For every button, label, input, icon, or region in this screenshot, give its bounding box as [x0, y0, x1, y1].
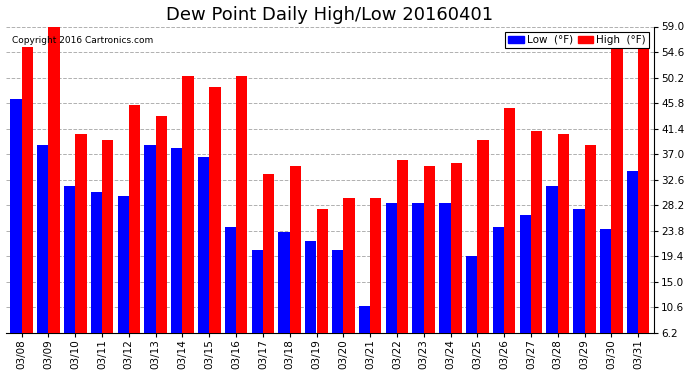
Bar — [611, 47, 622, 333]
Bar — [466, 255, 477, 333]
Bar — [413, 203, 424, 333]
Bar — [156, 116, 167, 333]
Bar — [209, 87, 221, 333]
Bar — [638, 41, 649, 333]
Bar — [504, 108, 515, 333]
Bar — [477, 140, 489, 333]
Bar — [451, 163, 462, 333]
Bar — [48, 27, 60, 333]
Bar — [305, 241, 317, 333]
Bar — [117, 196, 129, 333]
Bar — [584, 146, 595, 333]
Bar — [144, 146, 156, 333]
Bar — [627, 171, 638, 333]
Bar — [263, 174, 274, 333]
Bar — [370, 198, 382, 333]
Bar — [332, 250, 344, 333]
Bar — [440, 203, 451, 333]
Bar — [198, 157, 209, 333]
Bar — [37, 146, 48, 333]
Bar — [102, 140, 113, 333]
Bar — [290, 166, 301, 333]
Bar — [600, 230, 611, 333]
Bar — [317, 209, 328, 333]
Bar — [386, 203, 397, 333]
Bar — [225, 226, 236, 333]
Bar — [91, 192, 102, 333]
Bar — [520, 215, 531, 333]
Bar — [279, 232, 290, 333]
Legend: Low  (°F), High  (°F): Low (°F), High (°F) — [505, 32, 649, 48]
Title: Dew Point Daily High/Low 20160401: Dew Point Daily High/Low 20160401 — [166, 6, 493, 24]
Bar — [129, 105, 140, 333]
Bar — [64, 186, 75, 333]
Bar — [558, 134, 569, 333]
Bar — [344, 198, 355, 333]
Bar — [546, 186, 558, 333]
Bar — [397, 160, 408, 333]
Bar — [182, 76, 194, 333]
Bar — [75, 134, 86, 333]
Bar — [531, 131, 542, 333]
Bar — [21, 47, 33, 333]
Bar — [573, 209, 584, 333]
Bar — [236, 76, 247, 333]
Text: Copyright 2016 Cartronics.com: Copyright 2016 Cartronics.com — [12, 36, 153, 45]
Bar — [424, 166, 435, 333]
Bar — [252, 250, 263, 333]
Bar — [171, 148, 182, 333]
Bar — [10, 99, 21, 333]
Bar — [359, 306, 370, 333]
Bar — [493, 226, 504, 333]
